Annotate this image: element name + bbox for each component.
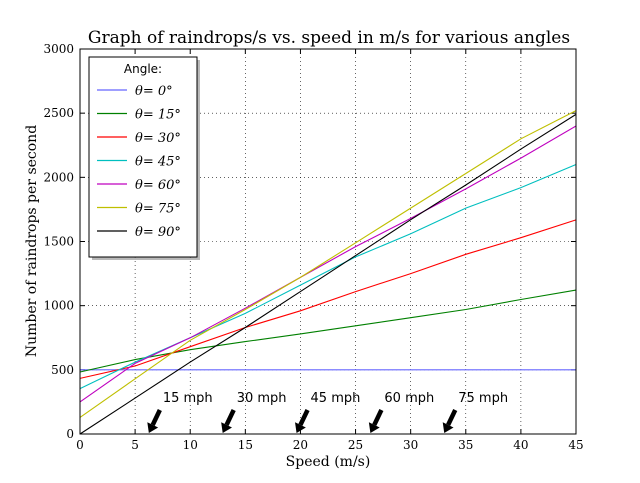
y-tick-label: 0 [66, 427, 74, 441]
arrow-shaft-1 [224, 409, 236, 426]
speed-annotation-label: 60 mph [384, 391, 434, 406]
arrow-shaft-0 [150, 409, 162, 426]
arrow-shaft-3 [372, 409, 384, 426]
speed-annotations: 15 mph 30 mph 45 mph 60 mph 75 mph [147, 391, 508, 433]
arrow-head-4 [442, 422, 454, 433]
speed-annotation-label: 15 mph [163, 391, 213, 406]
y-tick-label: 3000 [43, 42, 74, 56]
x-tick-label: 10 [183, 438, 198, 452]
x-tick-label: 5 [131, 438, 139, 452]
speed-annotation-label: 45 mph [311, 391, 361, 406]
y-axis-label: Number of raindrops per second [24, 125, 40, 357]
x-tick-label: 20 [293, 438, 308, 452]
x-tick-label: 25 [348, 438, 363, 452]
speed-annotation-label: 75 mph [458, 391, 508, 406]
axis-ticks: 0 5 10 15 20 25 30 35 40 45 0 500 1000 1500 2000 2500 30… [43, 42, 583, 452]
plot-frame [79, 48, 577, 435]
x-tick-label: 0 [76, 438, 84, 452]
speed-annotation-label: 30 mph [237, 391, 287, 406]
arrow-head-3 [368, 422, 380, 433]
x-tick-label: 30 [403, 438, 418, 452]
y-tick-label: 1000 [43, 299, 74, 313]
legend-entry-label: θ= 15° [135, 108, 181, 123]
y-tick-label: 1500 [43, 235, 74, 249]
legend-title: Angle: [124, 62, 162, 76]
legend: Angle: θ= 0° θ= 15° θ= 30° θ= 45° θ= 60° θ= 75… [88, 56, 200, 260]
y-tick-label: 2500 [43, 106, 74, 120]
legend-entry-label: θ= 60° [135, 178, 181, 193]
series-line-2 [79, 219, 577, 379]
y-tick-label: 500 [51, 363, 74, 377]
series-line-1 [79, 289, 577, 373]
x-tick-label: 15 [238, 438, 253, 452]
arrow-head-1 [221, 422, 232, 433]
arrow-shaft-2 [298, 409, 310, 426]
legend-entry-label: θ= 30° [135, 131, 181, 146]
y-tick-label: 2000 [43, 170, 74, 184]
arrow-head-0 [147, 422, 159, 433]
x-tick-label: 40 [513, 438, 528, 452]
arrow-shaft-4 [446, 409, 458, 426]
legend-entry-label: θ= 75° [135, 202, 181, 217]
series-line-6 [79, 113, 577, 435]
arrow-head-2 [295, 422, 306, 433]
x-axis-label: Speed (m/s) [286, 454, 371, 470]
x-tick-label: 35 [458, 438, 473, 452]
series-line-3 [79, 163, 577, 390]
legend-entry-label: θ= 90° [135, 225, 181, 240]
x-tick-label: 45 [568, 438, 583, 452]
series-lines [79, 110, 577, 435]
chart-title: Graph of raindrops/s vs. speed in m/s fo… [88, 28, 570, 48]
legend-entry-label: θ= 0° [135, 84, 173, 99]
series-line-4 [79, 125, 577, 403]
legend-entry-label: θ= 45° [135, 155, 181, 170]
series-line-5 [79, 110, 577, 418]
